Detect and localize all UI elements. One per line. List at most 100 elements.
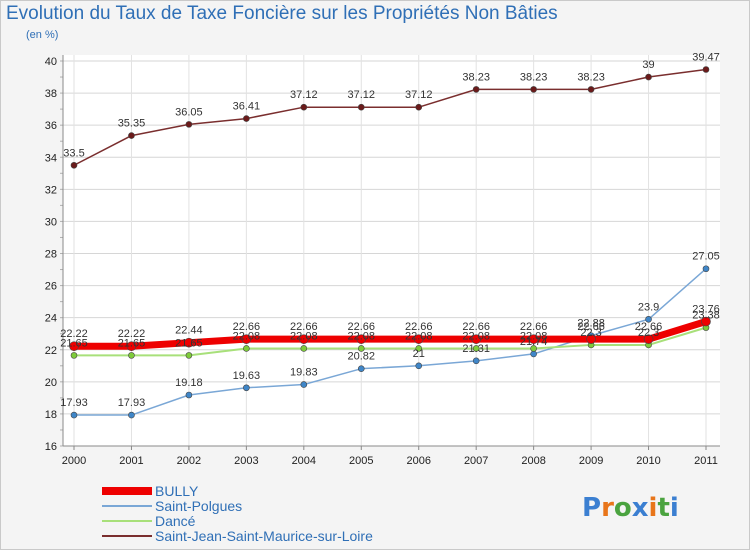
point-bully: [184, 337, 194, 348]
data-label-danc-: 22.08: [462, 330, 490, 342]
point-danc-: [530, 345, 537, 352]
x-tick-label: 2001: [119, 455, 143, 467]
data-label-danc-: 23.38: [692, 310, 720, 322]
logo-letter: x: [632, 493, 649, 523]
data-label-danc-: 21.65: [118, 337, 146, 349]
point-danc-: [300, 345, 308, 352]
point-danc-: [357, 345, 365, 352]
y-tick-label: 22: [45, 345, 57, 357]
data-label-saint-jean-saint-maurice-sur-loire: 33.5: [63, 147, 84, 159]
x-tick-label: 2003: [234, 455, 258, 467]
plot-area: [63, 55, 720, 446]
point-danc-: [185, 352, 193, 359]
series-lines: [69, 66, 711, 419]
axes: 16 18 20 22 24 26 28 30 32 34 36 38 40 2000 2001 2002 20…: [45, 55, 720, 467]
point-saint-jean-saint-maurice-sur-loire: [530, 86, 537, 93]
data-label-bully: 22.66: [635, 321, 663, 333]
point-saint-jean-saint-maurice-sur-loire: [472, 86, 480, 93]
data-label-saint-polgues: 22.88: [577, 318, 605, 330]
point-bully: [356, 334, 367, 344]
data-label-bully: 22.22: [60, 328, 88, 340]
data-label-bully: 22.66: [405, 321, 433, 333]
point-saint-jean-saint-maurice-sur-loire: [300, 103, 308, 111]
data-labels: 33.5 35.35 36.05 36.41 37.12 37.12 37.12 38.23 3…: [60, 52, 720, 410]
x-tick-label: 2007: [464, 455, 488, 467]
point-bully: [69, 341, 79, 352]
x-tick-label: 2011: [694, 455, 718, 467]
point-bully: [126, 341, 137, 352]
point-bully: [241, 334, 252, 344]
x-tick-label: 2006: [406, 455, 430, 467]
data-label-saint-jean-saint-maurice-sur-loire: 38.23: [577, 71, 605, 83]
legend-label-danc-: Dancé: [155, 513, 196, 529]
point-saint-jean-saint-maurice-sur-loire: [702, 66, 710, 73]
legend-label-saint-polgues: Saint-Polgues: [155, 498, 242, 514]
x-tick-label: 2000: [62, 455, 86, 467]
point-danc-: [472, 345, 480, 352]
point-saint-polgues: [357, 365, 365, 372]
data-label-bully: 22.44: [175, 325, 203, 337]
point-saint-jean-saint-maurice-sur-loire: [357, 103, 365, 111]
chart-title: Evolution du Taux de Taxe Foncière sur l…: [6, 3, 558, 24]
data-label-bully: 22.66: [520, 321, 548, 333]
point-bully: [643, 334, 654, 344]
data-label-saint-jean-saint-maurice-sur-loire: 37.12: [348, 89, 376, 101]
series-line-saint-jean-saint-maurice-sur-loire: [73, 68, 707, 166]
logo-letter: i: [670, 493, 679, 523]
point-bully: [299, 334, 309, 344]
data-label-saint-polgues: 19.83: [290, 367, 318, 379]
point-danc-: [415, 345, 423, 352]
point-danc-: [128, 352, 135, 359]
x-tick-label: 2009: [579, 455, 603, 467]
y-tick-label: 38: [45, 88, 57, 100]
data-label-saint-jean-saint-maurice-sur-loire: 35.35: [118, 118, 146, 130]
y-tick-label: 16: [45, 441, 57, 453]
data-label-danc-: 22.3: [638, 327, 659, 339]
legend-label-saint-jean-saint-maurice-sur-loire: Saint-Jean-Saint-Maurice-sur-Loire: [155, 528, 373, 544]
logo-letter: P: [582, 493, 601, 523]
data-label-bully: 22.66: [462, 321, 490, 333]
grid: [63, 55, 720, 447]
data-label-saint-polgues: 27.05: [692, 251, 720, 263]
point-bully: [528, 334, 539, 344]
data-label-bully: 22.66: [577, 321, 605, 333]
data-label-saint-jean-saint-maurice-sur-loire: 38.23: [520, 71, 548, 83]
point-saint-jean-saint-maurice-sur-loire: [587, 86, 595, 93]
data-label-danc-: 22.08: [520, 330, 548, 342]
legend: BULLYSaint-PolguesDancéSaint-Jean-Saint-…: [102, 483, 373, 544]
data-label-bully: 22.66: [348, 321, 376, 333]
point-bully: [413, 334, 424, 344]
point-saint-jean-saint-maurice-sur-loire: [70, 161, 78, 169]
point-saint-jean-saint-maurice-sur-loire: [243, 115, 250, 122]
data-label-saint-polgues: 21.74: [520, 336, 548, 348]
logo-letter: r: [601, 493, 614, 523]
point-saint-jean-saint-maurice-sur-loire: [185, 121, 193, 128]
logo-text: Proxiti: [582, 493, 679, 523]
y-tick-label: 32: [45, 184, 57, 196]
x-tick-label: 2004: [292, 455, 316, 467]
x-tick-label: 2010: [636, 455, 660, 467]
data-label-saint-polgues: 19.18: [175, 377, 203, 389]
data-label-saint-jean-saint-maurice-sur-loire: 38.23: [462, 71, 490, 83]
y-tick-label: 36: [45, 120, 57, 132]
point-saint-polgues: [70, 411, 78, 419]
data-label-bully: 23.76: [692, 304, 720, 316]
point-bully: [586, 334, 596, 344]
point-saint-jean-saint-maurice-sur-loire: [128, 132, 135, 139]
data-label-saint-polgues: 20.82: [348, 351, 376, 363]
data-label-danc-: 22.08: [405, 330, 433, 342]
x-tick-label: 2008: [521, 455, 545, 467]
y-tick-label: 20: [45, 377, 57, 389]
y-tick-label: 40: [45, 56, 57, 68]
point-saint-polgues: [530, 350, 537, 358]
logo-letter: i: [649, 493, 658, 523]
series-line-bully: [74, 318, 708, 350]
data-label-danc-: 21.65: [175, 337, 203, 349]
point-danc-: [243, 345, 250, 352]
data-label-saint-polgues: 17.93: [60, 397, 88, 409]
point-saint-polgues: [128, 411, 135, 419]
y-axis-unit: (en %): [26, 29, 59, 41]
data-label-saint-jean-saint-maurice-sur-loire: 37.12: [290, 89, 318, 101]
data-label-saint-jean-saint-maurice-sur-loire: 37.12: [405, 89, 433, 101]
